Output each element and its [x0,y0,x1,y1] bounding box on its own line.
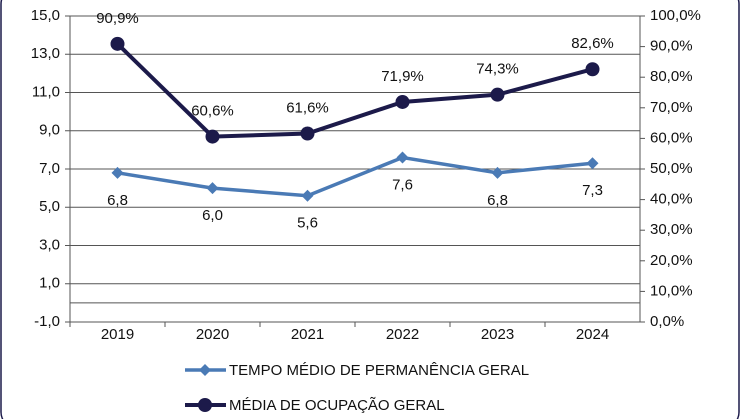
data-label: 5,6 [297,215,318,232]
y2-tick-label: 40,0% [650,191,693,208]
legend-label: MÉDIA DE OCUPAÇÃO GERAL [229,397,445,414]
legend-marker [198,398,212,412]
data-label: 7,6 [392,176,413,193]
point [110,36,125,51]
y2-tick-label: 30,0% [650,221,693,238]
data-label: 6,8 [487,192,508,209]
point [586,157,599,170]
y2-tick-label: 20,0% [650,252,693,269]
y2-tick-label: 80,0% [650,68,693,85]
legend-label: TEMPO MÉDIO DE PERMANÊNCIA GERAL [229,362,529,379]
y2-tick-label: 0,0% [650,313,684,330]
y-tick-label: 5,0 [39,198,60,215]
series-line [117,155,593,198]
y-tick-label: 7,0 [39,160,60,177]
data-label: 6,8 [107,192,128,209]
y2-tick-label: 10,0% [650,282,693,299]
point [205,129,220,144]
data-label: 71,9% [381,68,424,85]
data-label: 7,3 [582,182,603,199]
series-line [116,42,594,139]
data-label: 6,0 [202,207,223,224]
y-tick-label: 1,0 [39,275,60,292]
y2-tick-label: 60,0% [650,129,693,146]
x-tick-label: 2022 [386,326,419,343]
point [491,166,504,179]
x-tick-label: 2023 [481,326,514,343]
y-tick-label: 9,0 [39,122,60,139]
data-label: 61,6% [286,99,329,116]
y2-tick-label: 90,0% [650,38,693,55]
point [111,166,124,179]
y2-tick-label: 100,0% [650,7,701,24]
point [396,151,409,164]
data-label: 82,6% [571,35,614,52]
y-tick-label: 13,0 [31,45,60,62]
point [300,126,315,141]
point [395,94,410,109]
data-label: 74,3% [476,61,519,78]
point [206,182,219,195]
legend-marker [199,364,211,376]
y2-tick-label: 70,0% [650,99,693,116]
y2-tick-label: 50,0% [650,160,693,177]
y-tick-label: 11,0 [32,83,60,100]
y-tick-label: 15,0 [31,7,60,24]
x-tick-label: 2024 [576,326,609,343]
x-tick-label: 2021 [291,326,324,343]
data-label: 60,6% [191,103,234,120]
data-label: 90,9% [96,10,139,27]
y-tick-label: 3,0 [39,236,60,253]
x-tick-label: 2020 [196,326,229,343]
x-tick-label: 2019 [101,326,134,343]
point [490,87,505,102]
point [585,62,600,77]
point [301,189,314,202]
y-tick-label: -1,0 [34,313,60,330]
